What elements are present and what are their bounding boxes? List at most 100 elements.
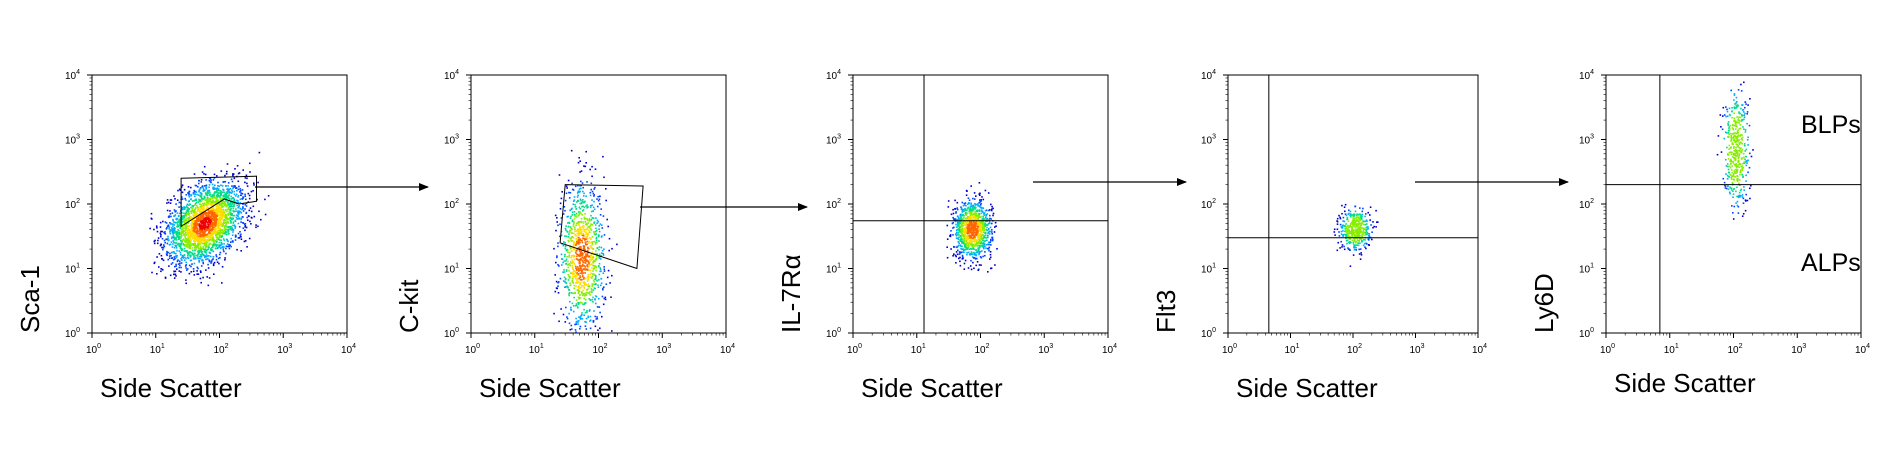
- event-dot: [241, 189, 244, 191]
- event-dot: [245, 174, 248, 177]
- event-dot: [214, 230, 216, 233]
- event-dot: [267, 195, 270, 197]
- event-dot: [572, 223, 575, 226]
- event-dot: [568, 294, 570, 297]
- event-dot: [603, 248, 605, 250]
- event-dot: [213, 261, 216, 264]
- event-dot: [189, 256, 192, 258]
- event-dot: [568, 252, 571, 254]
- event-dot: [963, 262, 966, 265]
- event-dot: [603, 286, 605, 288]
- event-dot: [204, 218, 207, 221]
- event-dot: [240, 233, 242, 236]
- event-dot: [955, 251, 958, 253]
- event-dot: [197, 242, 199, 245]
- event-dot: [978, 227, 981, 230]
- event-dot: [208, 177, 211, 180]
- event-dot: [959, 256, 961, 259]
- event-dot: [200, 249, 202, 252]
- event-dot: [228, 205, 231, 207]
- event-dot: [970, 268, 973, 271]
- event-dot: [585, 321, 587, 323]
- event-dot: [607, 269, 610, 272]
- event-dot: [964, 236, 967, 239]
- event-dot: [214, 209, 217, 211]
- event-dot: [231, 218, 233, 221]
- event-dot: [607, 225, 609, 228]
- event-dot: [209, 229, 211, 232]
- event-dot: [177, 235, 180, 237]
- event-dot: [568, 277, 571, 279]
- event-dot: [173, 209, 176, 211]
- event-dot: [952, 227, 954, 229]
- event-dot: [228, 192, 231, 194]
- event-dot: [582, 278, 585, 280]
- event-dot: [949, 235, 951, 237]
- event-dot: [231, 228, 233, 230]
- event-dot: [598, 198, 601, 201]
- event-dot: [188, 232, 191, 234]
- event-dot: [176, 260, 179, 263]
- event-dot: [586, 280, 589, 282]
- event-dot: [991, 231, 993, 233]
- event-dot: [563, 276, 566, 279]
- event-dot: [212, 258, 214, 260]
- event-dot: [559, 208, 562, 210]
- event-dot: [584, 277, 587, 280]
- event-dot: [159, 221, 162, 224]
- event-dot: [573, 220, 575, 223]
- event-dot: [595, 283, 597, 285]
- event-dot: [965, 246, 967, 249]
- event-dot: [971, 234, 974, 236]
- event-dot: [177, 189, 179, 192]
- event-dot: [204, 185, 206, 187]
- event-dot: [973, 213, 976, 215]
- event-dot: [212, 187, 214, 189]
- event-dot: [589, 168, 591, 171]
- event-dot: [212, 250, 215, 253]
- event-dot: [164, 221, 167, 223]
- event-dot: [206, 191, 209, 193]
- event-dot: [582, 209, 585, 211]
- event-dot: [198, 230, 200, 233]
- event-dot: [575, 278, 577, 280]
- event-dot: [965, 231, 967, 234]
- event-dot: [608, 237, 611, 240]
- event-dot: [570, 256, 572, 259]
- event-dot: [583, 237, 585, 240]
- event-dot: [209, 225, 212, 227]
- event-dot: [215, 215, 218, 217]
- event-dot: [226, 226, 228, 228]
- event-dot: [575, 242, 578, 244]
- event-dot: [964, 243, 966, 246]
- event-dot: [973, 229, 976, 231]
- event-dot: [586, 264, 589, 266]
- x-tick-label: 102: [975, 343, 990, 356]
- event-dot: [214, 232, 216, 234]
- event-dot: [230, 201, 233, 204]
- event-dot: [989, 253, 992, 256]
- event-dot: [229, 209, 232, 212]
- event-dot: [201, 218, 203, 220]
- event-dot: [219, 216, 221, 219]
- event-dot: [211, 237, 214, 239]
- event-dot: [971, 209, 974, 212]
- event-dot: [205, 201, 208, 204]
- event-dot: [981, 207, 983, 209]
- event-dot: [212, 203, 215, 206]
- event-dot: [589, 228, 592, 230]
- event-dot: [194, 248, 196, 250]
- event-dot: [162, 248, 164, 251]
- event-dot: [577, 221, 580, 223]
- event-dot: [592, 262, 594, 264]
- event-dot: [215, 247, 217, 250]
- event-dot: [211, 249, 214, 251]
- event-dot: [256, 198, 258, 201]
- event-dot: [175, 275, 177, 277]
- event-dot: [596, 317, 599, 320]
- event-dot: [958, 253, 961, 255]
- event-dot: [205, 226, 207, 228]
- event-dot: [202, 187, 204, 189]
- event-dot: [201, 242, 204, 245]
